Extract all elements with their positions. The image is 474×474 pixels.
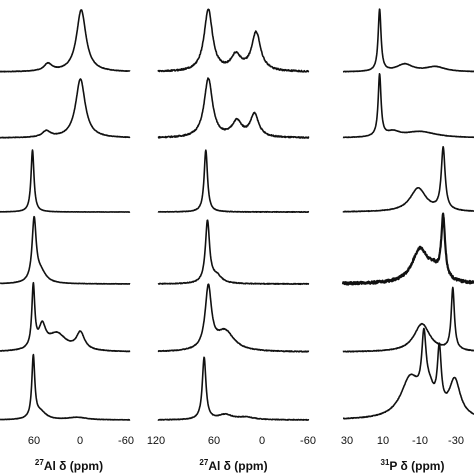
spectrum-trace-1 <box>342 8 474 73</box>
x-axis-label: 31P δ (ppm) <box>381 458 445 473</box>
x-tick-label: -10 <box>412 435 428 447</box>
spectrum-trace-6 <box>0 353 131 421</box>
x-tick-label: -60 <box>118 435 134 447</box>
spectrum-trace-1 <box>157 8 310 73</box>
spectrum-trace-5 <box>157 283 310 353</box>
x-tick-label: 0 <box>77 435 83 447</box>
x-tick-label: -60 <box>300 435 316 447</box>
spectrum-trace-5 <box>342 286 474 353</box>
x-axis-label: 27Al δ (ppm) <box>199 458 267 473</box>
x-tick-label: 0 <box>259 435 265 447</box>
spectrum-trace-2 <box>342 73 474 139</box>
spectrum-trace-4 <box>0 215 131 285</box>
spectrum-trace-2 <box>157 77 310 139</box>
x-tick-label: 30 <box>341 435 353 447</box>
spectrum-trace-6 <box>342 327 474 420</box>
spectrum-trace-6 <box>157 356 310 421</box>
x-tick-label: 10 <box>377 435 389 447</box>
panel-27al-left: 60 0 -60 27Al δ (ppm) <box>0 9 134 473</box>
x-tick-label: -30 <box>448 435 464 447</box>
spectrum-trace-2 <box>0 78 131 139</box>
spectrum-trace-1 <box>0 9 131 73</box>
x-axis-label: 27Al δ (ppm) <box>35 458 103 473</box>
spectrum-trace-3 <box>342 145 474 213</box>
spectrum-trace-5 <box>0 281 131 353</box>
spectrum-trace-3 <box>157 149 310 214</box>
x-tick-label: 60 <box>208 435 220 447</box>
x-tick-label: 60 <box>28 435 40 447</box>
spectrum-trace-4 <box>157 219 310 286</box>
spectrum-trace-4 <box>341 212 474 286</box>
x-tick-label: 120 <box>147 435 165 447</box>
panel-27al-middle: 120 60 0 -60 27Al δ (ppm) <box>147 8 316 473</box>
spectrum-trace-3 <box>0 149 131 213</box>
